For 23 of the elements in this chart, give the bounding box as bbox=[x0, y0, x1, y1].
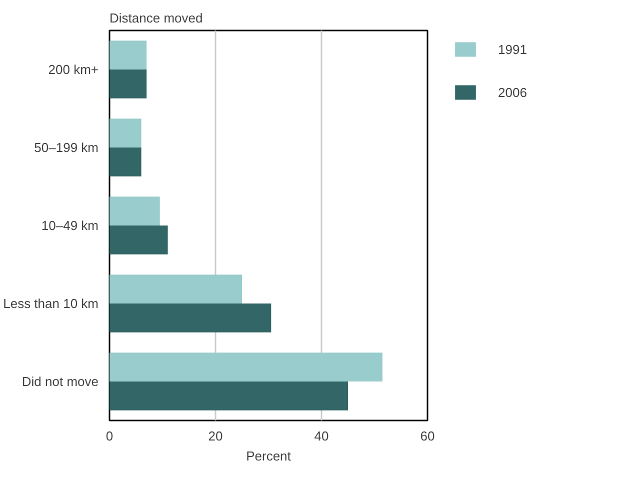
bar bbox=[110, 382, 348, 410]
bar bbox=[110, 40, 147, 70]
legend-label: 1991 bbox=[498, 42, 527, 56]
bar bbox=[110, 226, 168, 254]
y-tick-label: Did not move bbox=[22, 374, 99, 389]
bar bbox=[110, 196, 160, 226]
y-tick-label: 50–199 km bbox=[34, 140, 99, 155]
y-tick-label: 10–49 km bbox=[41, 218, 99, 233]
bar bbox=[110, 304, 272, 332]
bar bbox=[110, 118, 142, 148]
x-axis-title: Percent bbox=[246, 448, 292, 464]
y-tick-label: Less than 10 km bbox=[3, 296, 99, 311]
chart-title: Distance moved bbox=[110, 10, 203, 26]
y-tick-label: 200 km+ bbox=[48, 62, 99, 77]
x-tick-label: 60 bbox=[420, 428, 435, 444]
bar bbox=[110, 70, 147, 98]
x-tick-label: 20 bbox=[208, 428, 223, 444]
x-tick-label: 0 bbox=[106, 428, 114, 444]
bar bbox=[110, 352, 382, 382]
x-tick-label: 40 bbox=[314, 428, 329, 444]
bar bbox=[110, 274, 242, 304]
legend-label: 2006 bbox=[498, 84, 527, 100]
bar bbox=[110, 148, 142, 176]
